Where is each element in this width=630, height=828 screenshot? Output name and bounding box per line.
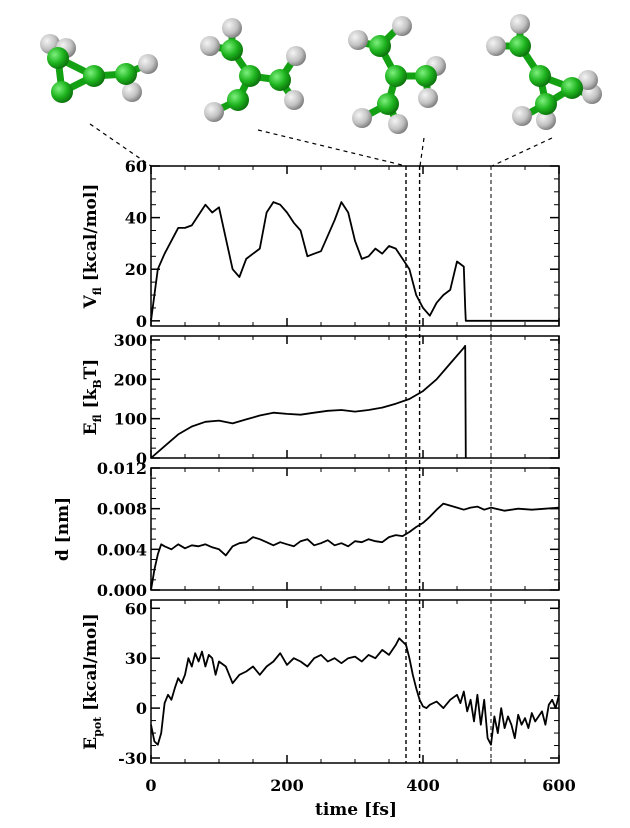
molecule-4 xyxy=(486,14,602,130)
y-tick-label: 300 xyxy=(114,331,147,350)
x-tick-label: 400 xyxy=(406,776,439,795)
panel-3-frame xyxy=(150,467,560,591)
molecule-3 xyxy=(348,16,446,134)
y-label-main: E xyxy=(81,422,101,435)
event-lines xyxy=(405,166,492,763)
connector-line-2 xyxy=(257,129,407,167)
panel-1: 0 20 40 60 Vfl [kcal/mol] xyxy=(81,157,560,331)
y-tick-label: 200 xyxy=(114,370,147,389)
molecule-illustrations xyxy=(40,14,602,134)
y-tick-label: 30 xyxy=(125,649,147,668)
molecule-1 xyxy=(40,34,158,103)
y-tick-label: 60 xyxy=(125,599,147,618)
connector-lines xyxy=(89,123,553,167)
y-tick-label: 0 xyxy=(136,312,147,331)
y-label-sub: pot xyxy=(91,716,104,737)
y-axis-label-2: Efl [kBT] xyxy=(81,359,104,436)
x-axis: 0 200 400 600 xyxy=(145,776,575,795)
y-label-rest: [kcal/mol] xyxy=(81,184,101,288)
panel-2-frame xyxy=(150,335,560,459)
panel-4: -30 0 30 60 Epot [kcal/mol] xyxy=(81,599,560,768)
panel-3: 0.000 0.004 0.008 0.012 d [nm] xyxy=(53,459,560,600)
y-label-sub: fl xyxy=(91,414,104,422)
x-tick-label: 200 xyxy=(270,776,303,795)
y-tick-label: 60 xyxy=(125,157,147,176)
connector-line-3 xyxy=(419,137,425,167)
series-line-4 xyxy=(150,637,560,746)
y-tick-label: 0 xyxy=(136,699,147,718)
x-axis-label: time [fs] xyxy=(315,800,397,820)
y-label-sub2: B xyxy=(91,379,104,388)
y-label-main: E xyxy=(81,737,101,750)
y-tick-label: -30 xyxy=(118,749,147,768)
y-tick-label: 0 xyxy=(136,449,147,468)
x-tick-label: 0 xyxy=(145,776,156,795)
panel-4-frame xyxy=(150,599,560,764)
y-tick-label: 0.000 xyxy=(97,581,147,600)
series-line-2 xyxy=(150,344,467,459)
y-label-main: d [nm] xyxy=(53,497,73,561)
y-label-rest: [kcal/mol] xyxy=(81,613,101,717)
y-label-main: V xyxy=(81,294,101,309)
y-tick-label: 0.008 xyxy=(97,500,147,519)
y-tick-label: 0.012 xyxy=(97,459,147,478)
x-tick-label: 600 xyxy=(542,776,575,795)
y-axis-label-3: d [nm] xyxy=(53,497,73,561)
y-tick-label: 40 xyxy=(125,209,147,228)
connector-line-4 xyxy=(491,137,553,167)
panel-2: 0 100 200 300 Efl [kBT] xyxy=(81,331,560,468)
panel-1-frame xyxy=(150,165,560,327)
y-label-rest: [k xyxy=(81,387,101,414)
y-tick-label: 100 xyxy=(114,410,147,429)
y-label-end: T] xyxy=(81,359,101,380)
y-axis-label-1: Vfl [kcal/mol] xyxy=(81,184,104,310)
molecule-2 xyxy=(200,18,306,122)
y-label-sub: fl xyxy=(91,287,104,295)
y-axis-label-4: Epot [kcal/mol] xyxy=(81,613,104,750)
y-tick-label: 20 xyxy=(125,260,147,279)
y-tick-label: 0.004 xyxy=(97,540,147,559)
series-line-1 xyxy=(150,201,559,322)
series-line-3 xyxy=(150,502,560,591)
